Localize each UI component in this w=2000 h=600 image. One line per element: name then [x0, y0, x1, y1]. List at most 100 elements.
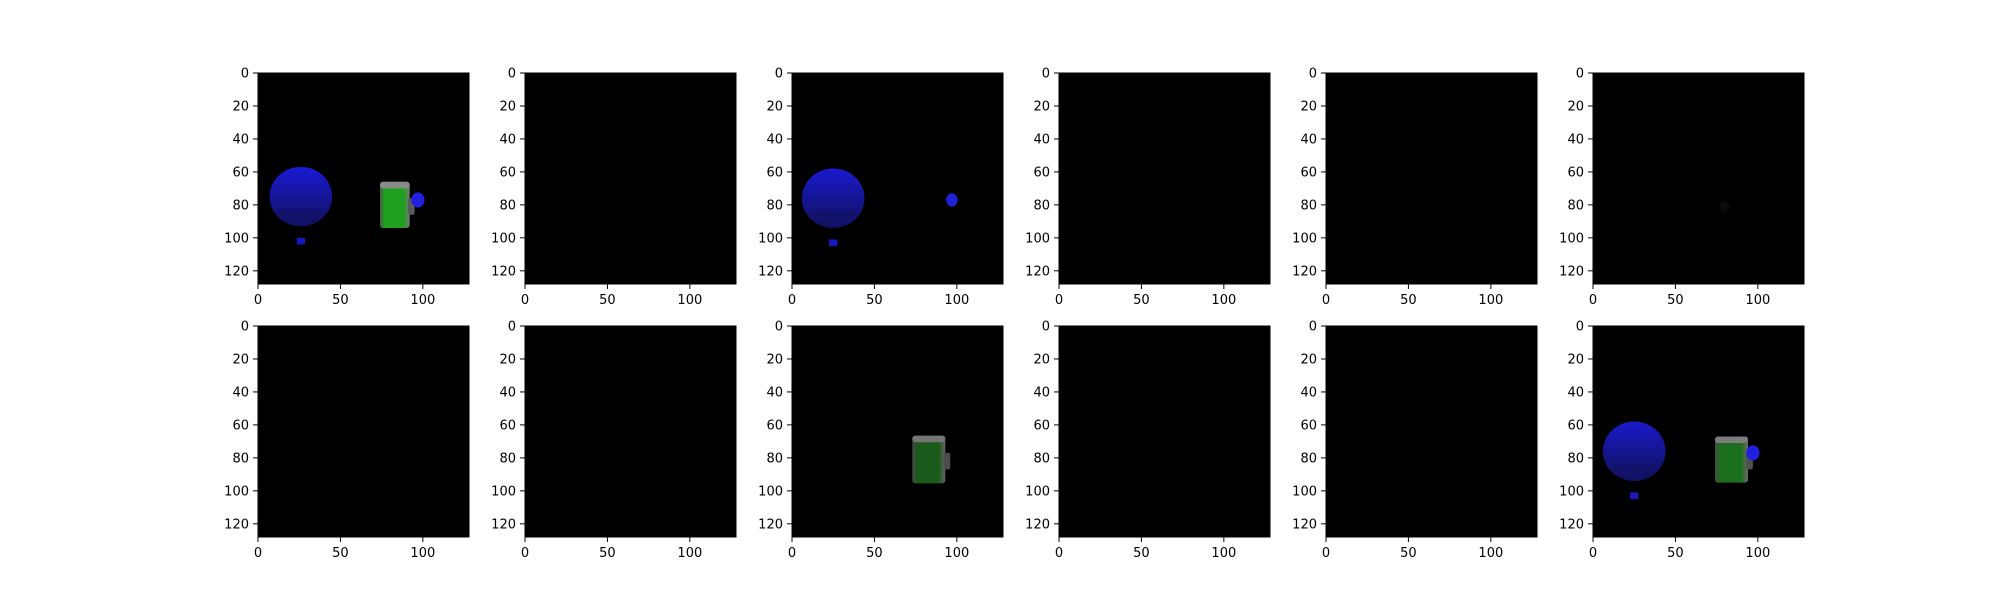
y-tick-label: 100: [758, 231, 783, 246]
y-tick-label: 40: [499, 385, 516, 400]
x-tick-label: 100: [677, 546, 702, 561]
balloon-lower: [277, 209, 325, 225]
y-tick-label: 100: [758, 484, 783, 499]
x-tick-label: 100: [677, 293, 702, 308]
axes-frame: [524, 72, 737, 285]
image-panel: 0 50 100 0 20 40 60 80 100 120: [1292, 67, 1538, 308]
x-tick-label: 100: [1211, 546, 1236, 561]
x-tick-label: 0: [1322, 546, 1330, 561]
y-tick-label: 60: [232, 165, 249, 180]
y-tick-label: 60: [1300, 165, 1317, 180]
y-tick-label: 80: [1033, 451, 1050, 466]
x-tick-label: 100: [1478, 546, 1503, 561]
axes-frame: [1325, 72, 1538, 285]
x-tick-label: 50: [1667, 293, 1684, 308]
y-tick-label: 40: [766, 385, 783, 400]
y-tick-label: 0: [1576, 320, 1584, 335]
x-tick-label: 0: [254, 546, 262, 561]
y-tick-label: 60: [1033, 418, 1050, 433]
image-panel: 0 50 100 0 20 40 60 80 100 120: [1025, 67, 1271, 308]
y-tick-label: 80: [766, 198, 783, 213]
x-tick-label: 0: [788, 546, 796, 561]
image-panel: 0 50 100 0 20 40 60 80 100 120: [491, 320, 737, 561]
y-tick-label: 0: [1309, 67, 1317, 82]
y-tick-label: 0: [775, 320, 783, 335]
y-tick-label: 0: [1309, 320, 1317, 335]
y-tick-label: 120: [491, 517, 516, 532]
axes-frame: [524, 325, 737, 538]
y-tick-label: 40: [766, 132, 783, 147]
x-tick-label: 0: [1322, 293, 1330, 308]
y-tick-label: 120: [224, 517, 249, 532]
image-panel: 0 50 100 0 20 40 60 80 100 120: [758, 320, 1004, 561]
y-tick-label: 20: [1033, 352, 1050, 367]
x-tick-label: 50: [1133, 546, 1150, 561]
x-tick-label: 50: [1133, 293, 1150, 308]
balloon-object: [801, 168, 865, 247]
axes-frame: [257, 325, 470, 538]
y-tick-label: 20: [766, 99, 783, 114]
x-tick-label: 50: [866, 546, 883, 561]
axes-frame: [1592, 72, 1805, 285]
y-tick-label: 100: [1559, 231, 1584, 246]
balloon-lower: [809, 211, 857, 227]
x-tick-label: 100: [1211, 293, 1236, 308]
y-tick-label: 40: [232, 132, 249, 147]
y-tick-label: 0: [241, 320, 249, 335]
x-tick-label: 100: [410, 293, 435, 308]
y-tick-label: 0: [1042, 67, 1050, 82]
y-tick-label: 40: [499, 132, 516, 147]
mug-body: [379, 181, 410, 228]
y-tick-label: 20: [1567, 352, 1584, 367]
x-tick-label: 100: [1478, 293, 1503, 308]
mug-object: [379, 181, 415, 228]
y-tick-label: 40: [1300, 132, 1317, 147]
x-tick-label: 50: [599, 293, 616, 308]
y-tick-label: 0: [241, 67, 249, 82]
image-panel: 0 50 100 0 20 40 60 80 100 120: [758, 67, 1004, 308]
mug-object: [1714, 436, 1753, 483]
y-tick-label: 100: [491, 231, 516, 246]
image-background: [258, 326, 469, 537]
mug-rim: [379, 181, 410, 189]
y-tick-label: 0: [508, 320, 516, 335]
y-tick-label: 40: [1033, 385, 1050, 400]
y-tick-label: 80: [766, 451, 783, 466]
y-tick-label: 20: [232, 352, 249, 367]
y-tick-label: 80: [1567, 451, 1584, 466]
axes-frame: [257, 72, 470, 285]
y-tick-label: 60: [232, 418, 249, 433]
x-tick-label: 50: [1400, 546, 1417, 561]
x-tick-label: 50: [332, 293, 349, 308]
x-tick-label: 50: [1400, 293, 1417, 308]
y-tick-label: 40: [1033, 132, 1050, 147]
y-tick-label: 60: [1567, 418, 1584, 433]
image-background: [792, 326, 1003, 537]
x-tick-label: 0: [1055, 293, 1063, 308]
image-panel: 0 50 100 0 20 40 60 80 100 120: [491, 67, 737, 308]
y-tick-label: 100: [1025, 231, 1050, 246]
image-background: [1326, 73, 1537, 284]
y-tick-label: 120: [1292, 264, 1317, 279]
y-tick-label: 20: [1300, 352, 1317, 367]
x-tick-label: 0: [254, 293, 262, 308]
balloon-object: [269, 166, 333, 245]
image-panel: 0 50 100 0 20 40 60 80 100 120: [1559, 320, 1805, 561]
x-tick-label: 100: [1745, 546, 1770, 561]
y-tick-label: 60: [1033, 165, 1050, 180]
y-tick-label: 20: [1300, 99, 1317, 114]
x-tick-label: 0: [521, 293, 529, 308]
image-background: [1059, 73, 1270, 284]
y-tick-label: 0: [1042, 320, 1050, 335]
axes-frame: [791, 72, 1004, 285]
y-tick-label: 60: [1567, 165, 1584, 180]
image-panel: 0 50 100 0 20 40 60 80 100 120: [1025, 320, 1271, 561]
axes-frame: [1592, 325, 1805, 538]
y-tick-label: 100: [224, 231, 249, 246]
y-tick-label: 100: [1025, 484, 1050, 499]
y-tick-label: 0: [508, 67, 516, 82]
y-tick-label: 20: [1567, 99, 1584, 114]
y-tick-label: 60: [499, 418, 516, 433]
axes-frame: [1058, 325, 1271, 538]
